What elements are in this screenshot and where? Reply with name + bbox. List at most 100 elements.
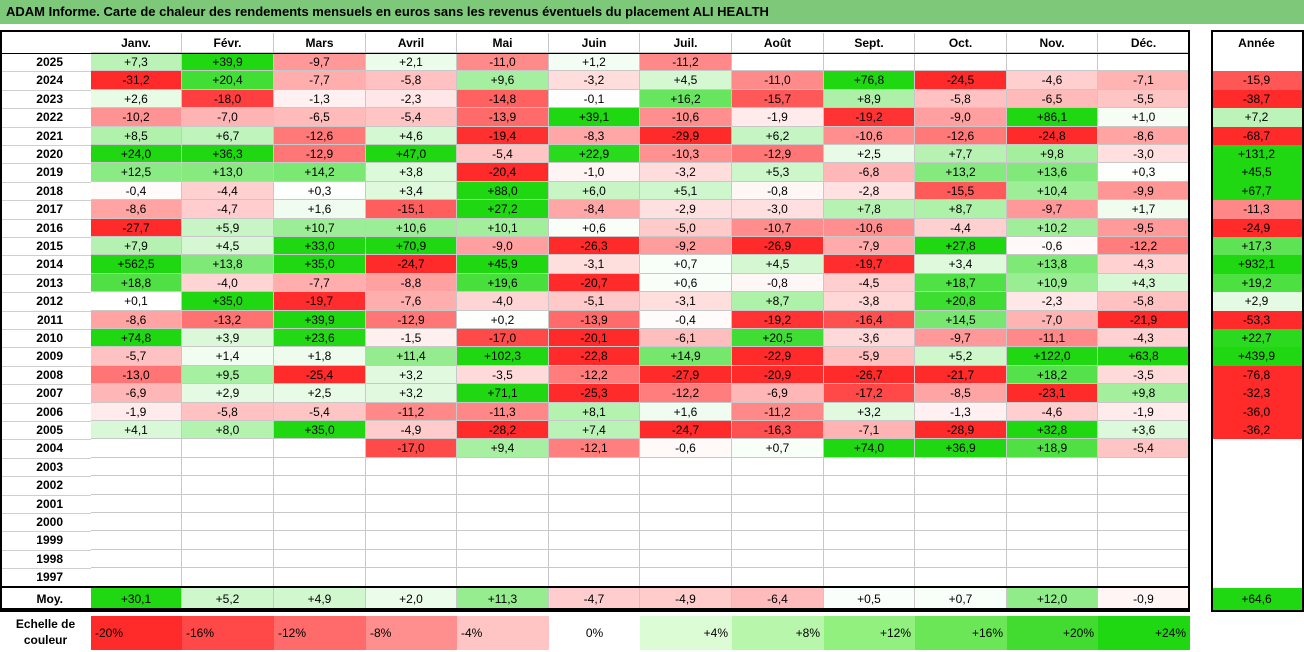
heatmap-cell: -6,9	[91, 384, 182, 403]
annual-cell: +7,2	[1211, 108, 1302, 127]
heatmap-cell	[915, 513, 1007, 532]
year-label: 2013	[36, 275, 63, 290]
heatmap-cell: -15,1	[366, 200, 457, 219]
annual-cell	[1211, 513, 1302, 532]
heatmap-cell: +3,2	[366, 365, 457, 385]
heatmap-cell: -11,0	[457, 53, 549, 72]
heatmap-cell: +4,5	[640, 71, 732, 90]
heatmap-cell: +7,4	[549, 421, 640, 440]
heatmap-cell: +76,8	[824, 71, 915, 90]
year-label: 2016	[36, 220, 63, 235]
year-label: 2025	[36, 55, 63, 69]
heatmap-cell: -5,7	[91, 347, 182, 366]
heatmap-cell: -17,0	[457, 329, 549, 348]
heatmap-cell	[1007, 53, 1098, 72]
annual-cell: +17,3	[1211, 237, 1302, 256]
heatmap-cell: -10,6	[824, 218, 915, 237]
heatmap-cell: +0,7	[640, 255, 732, 274]
heatmap-cell: -4,9	[366, 421, 457, 440]
row-gridline	[0, 494, 91, 496]
heatmap-cell: -8,4	[549, 200, 640, 219]
heatmap-cell: -6,5	[274, 108, 366, 127]
heatmap-cell: -28,9	[915, 421, 1007, 440]
heatmap-cell: +2,5	[274, 384, 366, 403]
heatmap-cell	[182, 513, 274, 532]
year-header: Année	[1238, 36, 1275, 50]
heatmap-cell: -4,5	[824, 273, 915, 293]
annual-cell	[1211, 531, 1302, 550]
year-label: 2015	[36, 239, 63, 253]
row-gridline	[0, 163, 91, 165]
heatmap-cell: +3,8	[366, 163, 457, 182]
heatmap-cell: -9,0	[457, 237, 549, 256]
heatmap-cell: -10,6	[640, 108, 732, 127]
heatmap-cell: +86,1	[1007, 108, 1098, 127]
heatmap-cell	[274, 549, 366, 569]
annual-cell: -76,8	[1211, 365, 1302, 385]
main-table-frame	[0, 30, 1190, 610]
heatmap-cell: +122,0	[1007, 347, 1098, 366]
row-gridline	[0, 549, 91, 551]
heatmap-cell: +9,6	[457, 71, 549, 90]
heatmap-cell: +1,6	[274, 200, 366, 219]
heatmap-cell	[915, 457, 1007, 477]
year-label: 1998	[36, 551, 63, 566]
heatmap-cell: -10,3	[640, 145, 732, 164]
heatmap-cell: +20,4	[182, 71, 274, 90]
heatmap-cell: +47,0	[366, 145, 457, 164]
year-label: 2009	[36, 349, 63, 364]
heatmap-cell: -8,6	[91, 200, 182, 219]
annual-cell: +19,2	[1211, 273, 1302, 293]
heatmap-cell: +1,7	[1098, 200, 1190, 219]
heatmap-cell	[1007, 457, 1098, 477]
heatmap-cell: -24,5	[915, 71, 1007, 90]
heatmap-cell: -5,8	[182, 402, 274, 421]
heatmap-cell: +33,0	[274, 237, 366, 256]
heatmap-cell: +2,1	[366, 53, 457, 72]
heatmap-cell: +6,2	[732, 126, 824, 145]
heatmap-cell	[640, 494, 732, 513]
annual-cell: -11,3	[1211, 200, 1302, 219]
heatmap-cell: -12,1	[549, 439, 640, 458]
heatmap-cell: -3,5	[1098, 365, 1190, 385]
heatmap-cell: -0,4	[640, 310, 732, 329]
heatmap-cell	[366, 457, 457, 477]
annual-cell	[1211, 457, 1302, 477]
average-label: Moy.	[36, 592, 63, 606]
heatmap-cell	[457, 513, 549, 532]
heatmap-cell: +102,3	[457, 347, 549, 366]
heatmap-cell: -1,0	[549, 163, 640, 182]
heatmap-cell: -12,6	[915, 126, 1007, 145]
heatmap-cell: -16,3	[732, 421, 824, 440]
heatmap-cell: -24,8	[1007, 126, 1098, 145]
heatmap-cell	[182, 494, 274, 513]
heatmap-cell: +36,9	[915, 439, 1007, 458]
heatmap-cell: -5,8	[915, 89, 1007, 109]
heatmap-cell: +4,1	[91, 421, 182, 440]
heatmap-cell: +4,5	[182, 237, 274, 256]
year-label: 1999	[36, 533, 63, 548]
heatmap-cell: +32,8	[1007, 421, 1098, 440]
heatmap-cell: +13,0	[182, 163, 274, 182]
heatmap-cell: +14,5	[915, 310, 1007, 329]
annual-cell: -68,7	[1211, 126, 1302, 145]
heatmap-cell: +0,2	[457, 310, 549, 329]
heatmap-cell: -9,2	[640, 237, 732, 256]
heatmap-cell: -5,4	[274, 402, 366, 421]
heatmap-cell: -1,3	[915, 402, 1007, 421]
color-scale-swatch: +24%	[1098, 616, 1190, 650]
heatmap-cell: -0,6	[1007, 237, 1098, 256]
heatmap-cell: +3,2	[824, 402, 915, 421]
heatmap-cell: +1,4	[182, 347, 274, 366]
heatmap-cell: -3,0	[732, 200, 824, 219]
heatmap-cell: -9,7	[274, 53, 366, 72]
heatmap-cell: -5,4	[366, 108, 457, 127]
heatmap-cell	[732, 53, 824, 72]
month-header: Avril	[366, 33, 457, 53]
heatmap-cell: -7,0	[1007, 310, 1098, 329]
heatmap-cell	[824, 531, 915, 550]
heatmap-cell: +74,8	[91, 329, 182, 348]
heatmap-cell	[366, 531, 457, 550]
heatmap-cell: -17,2	[824, 384, 915, 403]
heatmap-cell: -11,3	[457, 402, 549, 421]
